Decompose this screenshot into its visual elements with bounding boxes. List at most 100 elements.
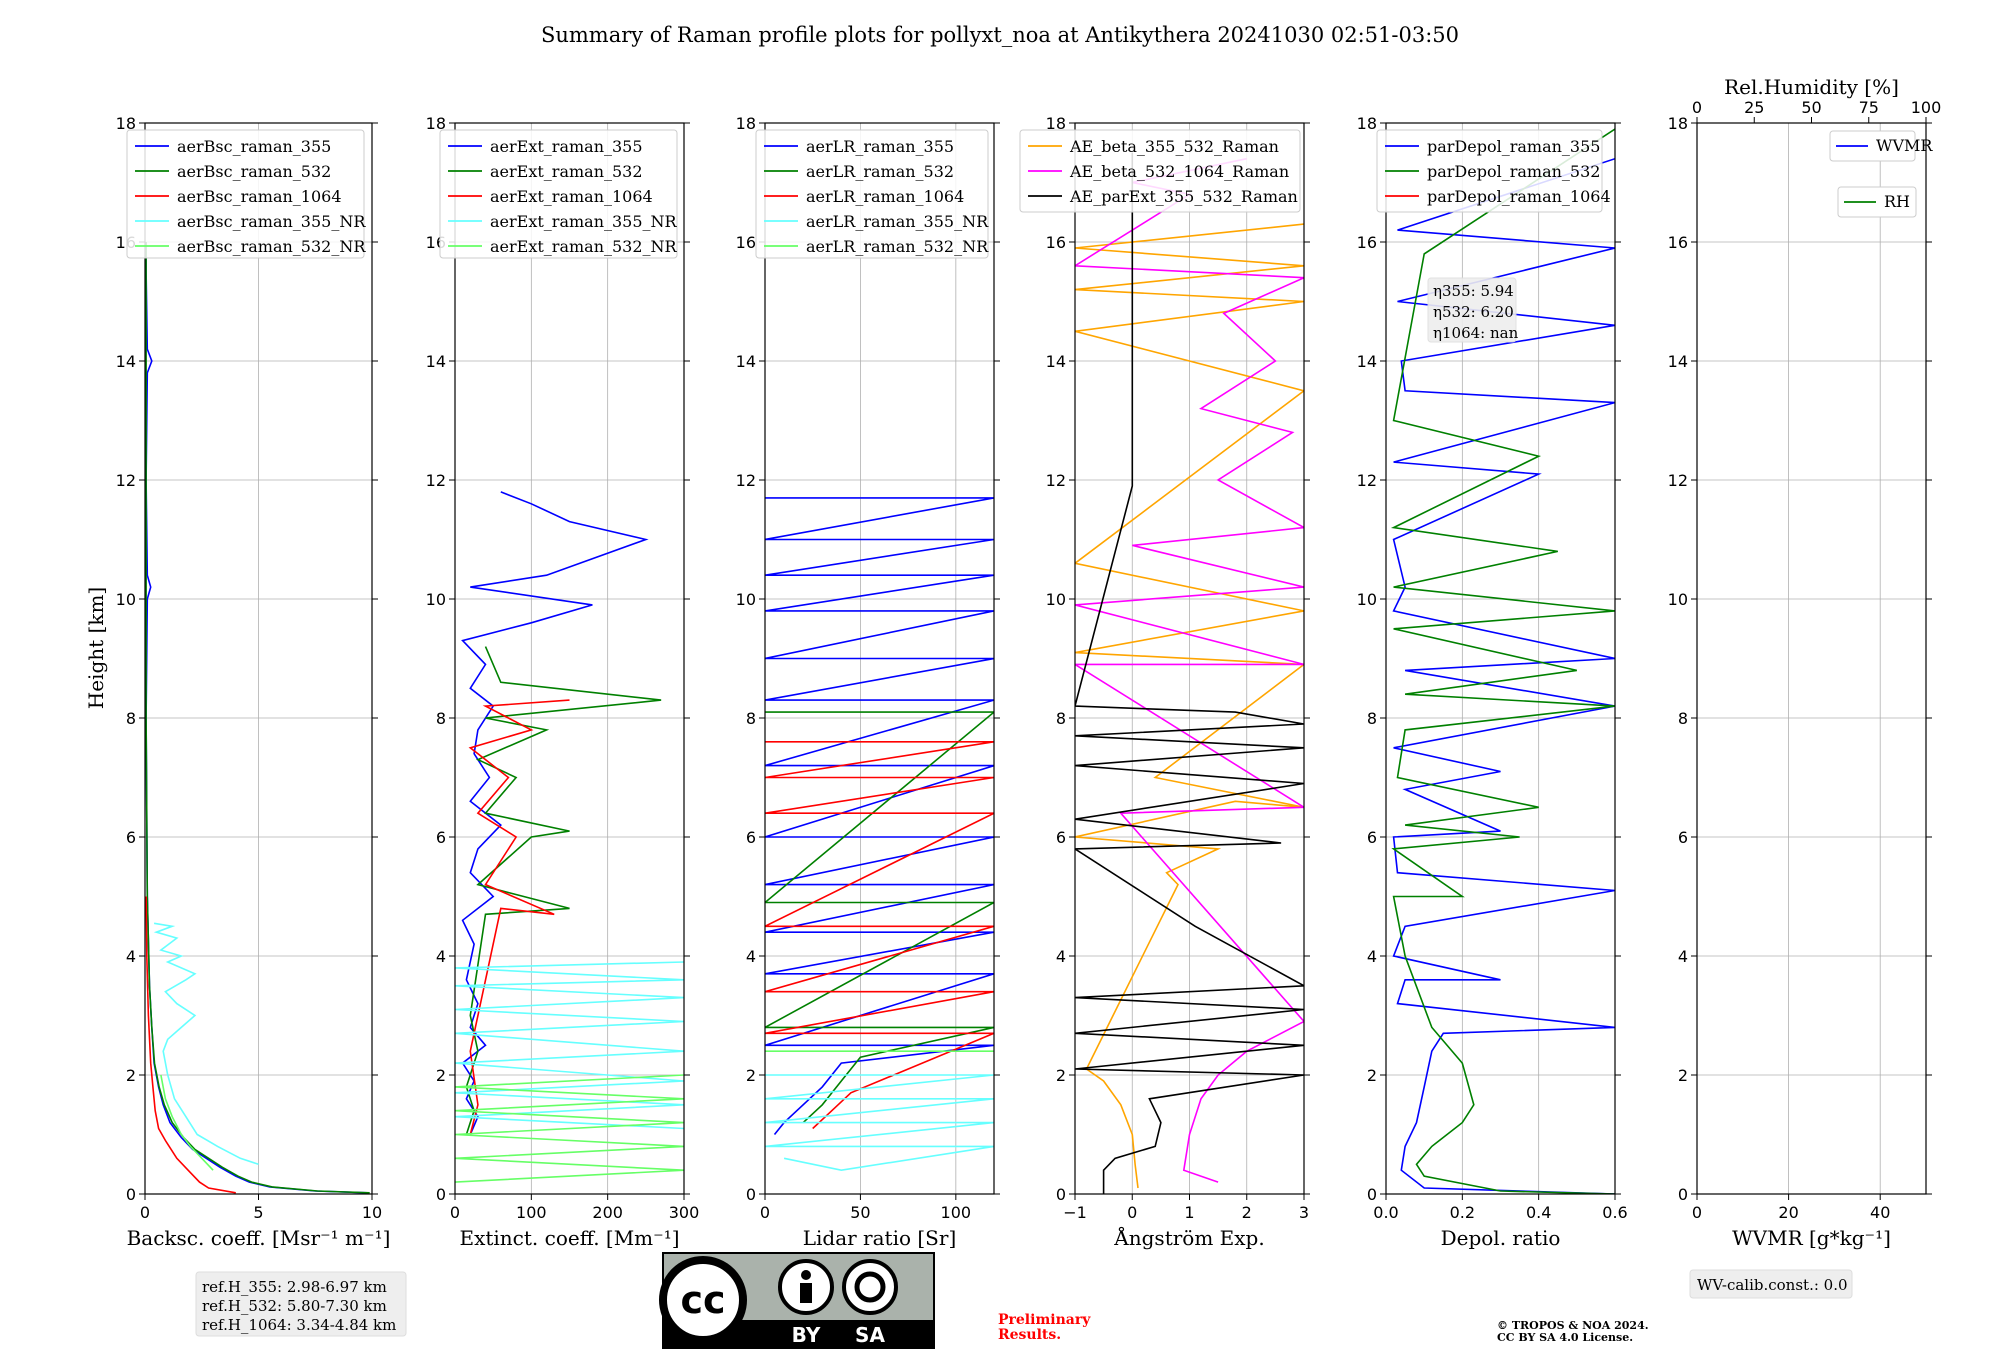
axes-frame xyxy=(1696,122,1927,1195)
legend-label: aerExt_raman_532_NR xyxy=(490,237,678,256)
x-tick-label: 100 xyxy=(516,1203,547,1222)
panel-3: 0 2 4 6 8 10 12 14 16 18 0 50 100 Lidar ratio [Sr] aer… xyxy=(736,114,1000,1250)
y-tick-label: 18 xyxy=(736,114,756,133)
copyright-line-1: © TROPOS & NOA 2024. xyxy=(1497,1319,1649,1332)
y-tick-label: 0 xyxy=(746,1185,756,1204)
legend-label: aerLR_raman_532_NR xyxy=(806,237,989,256)
x-axis-label: Depol. ratio xyxy=(1441,1226,1561,1250)
wv-calib-label: WV-calib.const.: 0.0 xyxy=(1697,1276,1848,1294)
y-tick-label: 8 xyxy=(1367,709,1377,728)
legend-label: parDepol_raman_1064 xyxy=(1427,187,1611,206)
series-aerLR_raman_355_NR xyxy=(765,1074,994,1172)
series-aerExt_raman_1064 xyxy=(468,699,570,1135)
y-tick-label: 10 xyxy=(1046,590,1066,609)
x-tick-label: 2 xyxy=(1242,1203,1252,1222)
series-AE_beta_355_532_Raman xyxy=(1075,223,1304,1189)
legend: aerExt_raman_355 aerExt_raman_532 aerExt_r… xyxy=(439,129,678,259)
y-tick-label: 16 xyxy=(736,233,756,252)
y-tick-label: 14 xyxy=(116,352,136,371)
x-tick-label: 0 xyxy=(1127,1203,1137,1222)
y-tick-label: 6 xyxy=(746,828,756,847)
y-tick-label: 4 xyxy=(436,947,446,966)
y-tick-label: 18 xyxy=(116,114,136,133)
legend-label: aerLR_raman_355_NR xyxy=(806,212,989,231)
series-group xyxy=(455,491,684,1183)
y-tick-label: 2 xyxy=(1678,1066,1688,1085)
y-tick-label: 0 xyxy=(436,1185,446,1204)
x-tick-label: 0 xyxy=(140,1203,150,1222)
legend-box xyxy=(1019,129,1301,213)
cc-logo-text: cc xyxy=(680,1278,725,1322)
sa-share-icon xyxy=(842,1259,898,1315)
top-tick-label: 25 xyxy=(1744,98,1764,117)
x-tick-label: 0.4 xyxy=(1526,1203,1551,1222)
y-tick-label: 8 xyxy=(126,709,136,728)
legend-label: aerBsc_raman_355 xyxy=(177,137,331,156)
y-tick-label: 0 xyxy=(1678,1185,1688,1204)
legend-label: WVMR xyxy=(1876,136,1933,155)
y-tick-label: 10 xyxy=(116,590,136,609)
legend-label: parDepol_raman_532 xyxy=(1427,162,1600,181)
series-parDepol_raman_355 xyxy=(1392,157,1615,1194)
series-group xyxy=(1390,128,1615,1194)
x-tick-label: 0.6 xyxy=(1602,1203,1627,1222)
top-tick-label: 0 xyxy=(1692,98,1702,117)
y-tick-label: 2 xyxy=(436,1066,446,1085)
x-axis-label: Backsc. coeff. [Msr⁻¹ m⁻¹] xyxy=(127,1226,391,1250)
axes-frame xyxy=(1385,122,1616,1195)
legend-label: aerExt_raman_355 xyxy=(490,137,643,156)
series-group xyxy=(765,497,994,1172)
x-tick-label: 5 xyxy=(253,1203,263,1222)
series-aerLR_raman_355 xyxy=(765,497,994,1136)
x-tick-label: 0 xyxy=(450,1203,460,1222)
series-AE_parExt_355_532_Raman xyxy=(1075,152,1304,1194)
y-tick-label: 14 xyxy=(1668,352,1688,371)
legend-box xyxy=(1837,186,1917,218)
top-axis-label: Rel.Humidity [%] xyxy=(1724,75,1899,99)
series-aerExt_raman_532_NR xyxy=(455,1074,684,1183)
x-tick-label: 40 xyxy=(1870,1203,1890,1222)
y-tick-label: 10 xyxy=(736,590,756,609)
y-tick-label: 6 xyxy=(1056,828,1066,847)
y-tick-label: 10 xyxy=(1668,590,1688,609)
top-tick-label: 100 xyxy=(1911,98,1942,117)
eta-1064: η1064: nan xyxy=(1433,324,1519,342)
x-tick-label: 50 xyxy=(850,1203,870,1222)
refh-line-1: ref.H_355: 2.98-6.97 km xyxy=(202,1278,387,1296)
preliminary-line-2: Results. xyxy=(998,1327,1061,1343)
legend-label: aerExt_raman_355_NR xyxy=(490,212,678,231)
y-tick-label: 12 xyxy=(116,471,136,490)
legend-label: aerBsc_raman_355_NR xyxy=(177,212,366,231)
y-tick-label: 14 xyxy=(1046,352,1066,371)
series-aerExt_raman_355 xyxy=(461,491,649,1135)
y-tick-label: 16 xyxy=(1357,233,1377,252)
legend-box xyxy=(755,129,989,259)
y-tick-label: 14 xyxy=(426,352,446,371)
y-tick-label: 16 xyxy=(1668,233,1688,252)
y-tick-label: 12 xyxy=(1046,471,1066,490)
refh-line-2: ref.H_532: 5.80-7.30 km xyxy=(202,1297,387,1315)
series-aerBsc_raman_355 xyxy=(145,242,368,1194)
y-tick-label: 18 xyxy=(426,114,446,133)
series-group xyxy=(1075,152,1304,1194)
legend-label: aerLR_raman_532 xyxy=(806,162,954,181)
x-tick-label: 10 xyxy=(362,1203,382,1222)
refh-line-3: ref.H_1064: 3.34-4.84 km xyxy=(202,1316,396,1334)
panel-5: 0 2 4 6 8 10 12 14 16 18 0.0 0.2 0.4 0.6 Depol. ratio p… xyxy=(1357,114,1628,1250)
legend: aerLR_raman_355 aerLR_raman_532 aerLR_rama… xyxy=(755,129,989,259)
x-tick-label: −1 xyxy=(1063,1203,1087,1222)
y-tick-label: 10 xyxy=(426,590,446,609)
x-tick-label: 0 xyxy=(760,1203,770,1222)
legend: aerBsc_raman_355 aerBsc_raman_532 aerBsc_r… xyxy=(126,129,366,259)
x-tick-label: 200 xyxy=(592,1203,623,1222)
legend-box xyxy=(439,129,678,259)
y-tick-label: 18 xyxy=(1357,114,1377,133)
x-tick-label: 3 xyxy=(1299,1203,1309,1222)
series-aerBsc_raman_532 xyxy=(145,242,370,1194)
figure-title: Summary of Raman profile plots for polly… xyxy=(541,23,1459,47)
legend: WVMR RH xyxy=(1829,130,1933,218)
legend-label: RH xyxy=(1884,192,1910,211)
